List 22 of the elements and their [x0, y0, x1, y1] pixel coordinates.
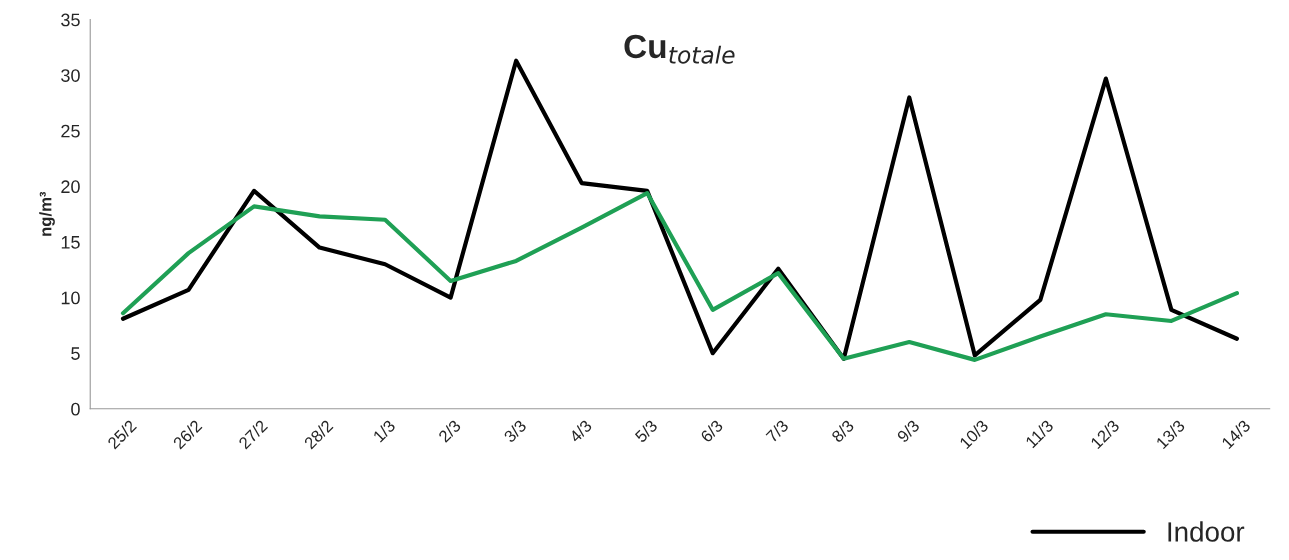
x-tick-label: 4/3 [568, 419, 593, 444]
x-tick-label: 6/3 [699, 419, 724, 443]
y-tick-label: 30 [61, 69, 80, 82]
x-tick-label: 11/3 [1024, 419, 1055, 449]
y-tick-label: 35 [61, 13, 80, 27]
y-tick-label: 15 [61, 236, 80, 249]
y-tick-label: 20 [61, 180, 80, 194]
x-tick-label: 1/3 [372, 419, 396, 443]
y-tick-label: 0 [71, 402, 80, 416]
y-axis-title: ng/m³ [39, 191, 55, 236]
line-series [120, 190, 1239, 362]
x-tick-label: 7/3 [765, 419, 790, 443]
legend-label: Indoor [1168, 521, 1245, 542]
x-tick-label: 9/3 [896, 419, 921, 444]
y-tick-label: 5 [71, 347, 80, 360]
x-tick-label: 5/3 [633, 419, 659, 444]
chart-title: Cu$_{totale}$ [624, 34, 735, 64]
y-tick-label: 10 [61, 291, 80, 305]
x-tick-label: 8/3 [830, 419, 855, 444]
x-tick-label: 3/3 [502, 419, 527, 444]
y-tick-label: 25 [61, 124, 80, 138]
x-tick-label: 2/3 [437, 419, 462, 443]
